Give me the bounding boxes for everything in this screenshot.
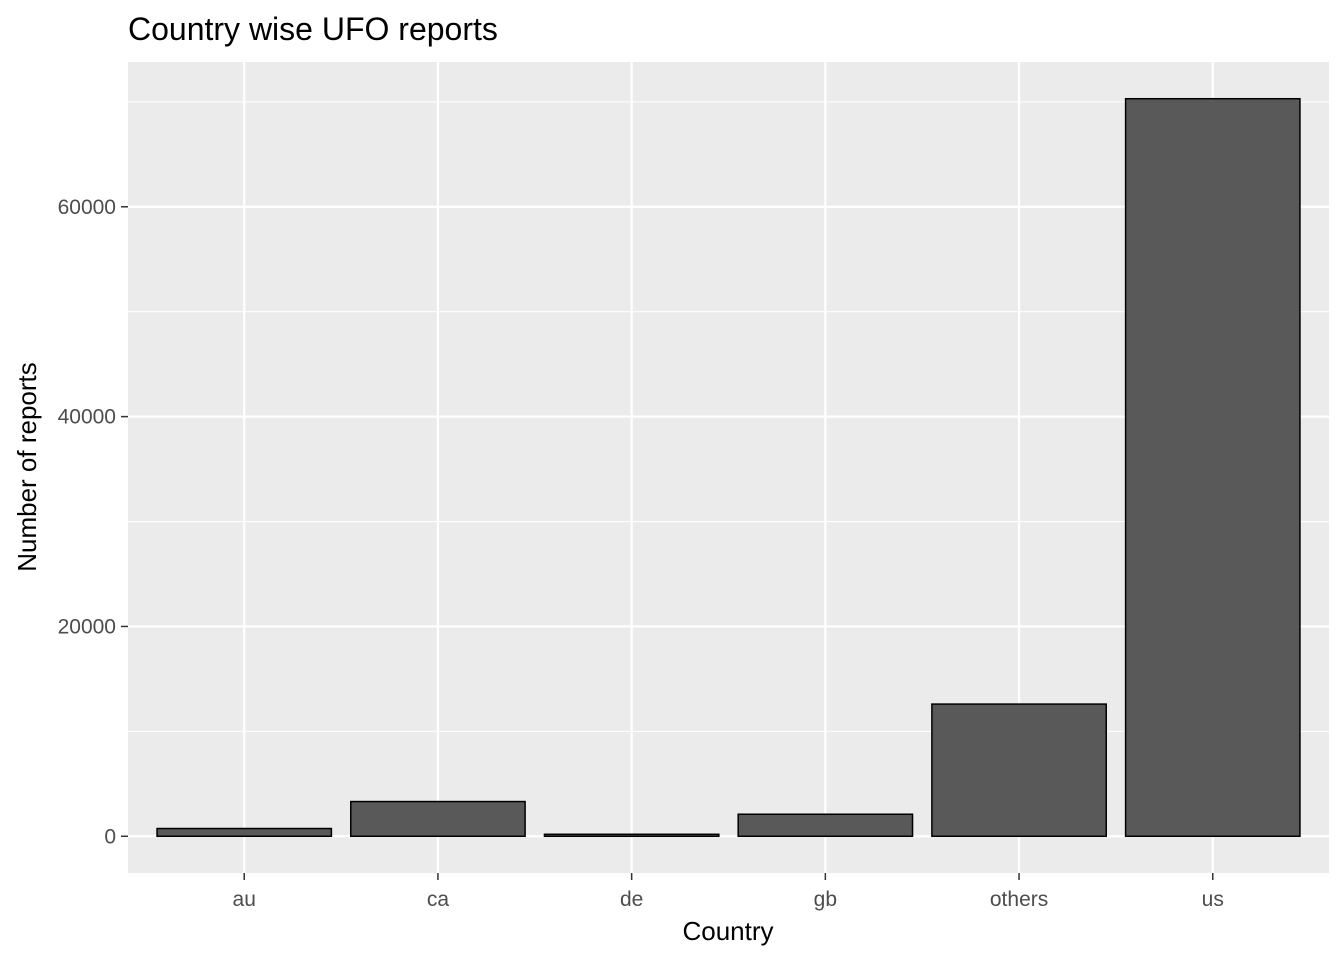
x-axis-title: Country	[682, 916, 773, 946]
y-axis-title: Number of reports	[12, 362, 42, 572]
y-tick-label: 0	[104, 825, 116, 848]
x-tick-label-others: others	[990, 888, 1048, 911]
y-tick-label: 60000	[58, 196, 116, 219]
y-axis-ticks: 0 20000 40000 60000	[58, 196, 128, 848]
x-tick-label-au: au	[233, 888, 256, 911]
x-axis-ticks: au ca de gb others us	[233, 873, 1224, 911]
x-tick-label-gb: gb	[814, 888, 837, 911]
y-tick-label: 20000	[58, 615, 116, 638]
chart-title: Country wise UFO reports	[128, 11, 498, 47]
bar-us	[1124, 97, 1301, 838]
bar-others	[931, 703, 1107, 838]
x-tick-label-us: us	[1202, 888, 1224, 911]
bar-au	[156, 827, 333, 838]
bar-ca	[350, 800, 526, 838]
bars	[156, 97, 1301, 838]
bar-de	[543, 833, 720, 838]
x-tick-label-de: de	[620, 888, 643, 911]
bar-gb	[737, 813, 914, 838]
x-tick-label-ca: ca	[427, 888, 450, 911]
y-tick-label: 40000	[58, 406, 116, 429]
